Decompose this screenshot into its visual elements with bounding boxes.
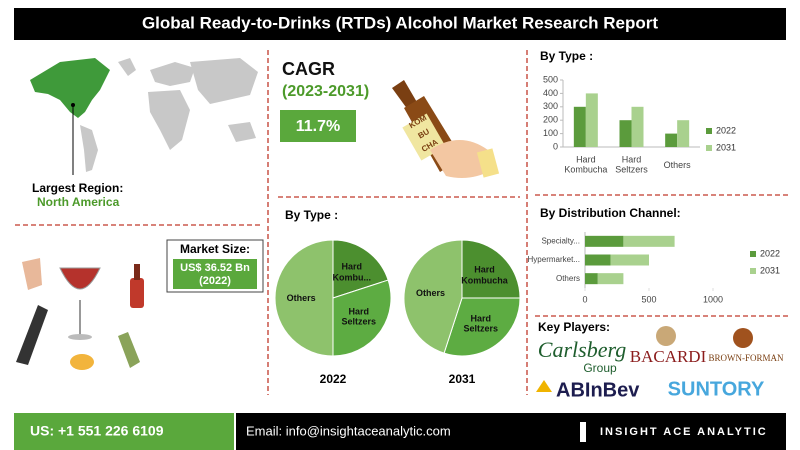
x-tick-label: Hard Kombucha bbox=[564, 154, 608, 175]
legend-swatch bbox=[750, 251, 756, 257]
header-bar bbox=[14, 8, 786, 40]
slice-label: Hard Kombucha bbox=[461, 265, 508, 286]
logo-text: BACARDI bbox=[630, 347, 707, 366]
logo-icon bbox=[536, 380, 552, 392]
y-tick-label: 100 bbox=[543, 128, 558, 138]
legend-swatch bbox=[750, 268, 756, 274]
bar bbox=[573, 106, 586, 147]
header-title: Global Ready-to-Drinks (RTDs) Alcohol Ma… bbox=[142, 13, 658, 32]
y-tick-label: 200 bbox=[543, 115, 558, 125]
bar bbox=[585, 235, 624, 247]
slice-label: Hard Seltzers bbox=[341, 306, 377, 327]
footer-brand: INSIGHT ACE ANALYTIC bbox=[600, 426, 768, 438]
bottle-illustration bbox=[392, 80, 500, 178]
footer-brand-box bbox=[566, 413, 786, 450]
pie-label: 2031 bbox=[449, 372, 476, 386]
slice-label: Hard Kombu... bbox=[332, 261, 372, 283]
bar bbox=[585, 93, 598, 147]
legend-label: 2031 bbox=[716, 142, 736, 152]
bar bbox=[597, 273, 624, 285]
brand-icon bbox=[580, 422, 586, 442]
bar bbox=[665, 133, 678, 147]
logo-icon bbox=[733, 328, 753, 348]
dividers bbox=[15, 50, 790, 395]
y-tick-label: Hypermarket... bbox=[528, 255, 580, 264]
x-tick-label: 500 bbox=[641, 294, 656, 304]
region-value: North America bbox=[37, 195, 120, 209]
logo-text: ABInBev bbox=[556, 379, 640, 401]
y-tick-label: Others bbox=[556, 274, 580, 283]
bar bbox=[610, 254, 649, 266]
market-size-value-box bbox=[173, 259, 257, 289]
world-map bbox=[30, 58, 258, 175]
bar bbox=[631, 106, 644, 147]
pie-slice bbox=[443, 297, 521, 357]
market-size-year: (2022) bbox=[199, 275, 231, 287]
x-tick-label: Hard Seltzers bbox=[615, 154, 648, 175]
y-tick-label: 500 bbox=[543, 74, 558, 84]
cagr-period: (2023-2031) bbox=[282, 83, 369, 100]
pie-slice bbox=[332, 239, 389, 299]
pie-slice bbox=[461, 239, 521, 299]
y-tick-label: 300 bbox=[543, 101, 558, 111]
cagr-label: CAGR bbox=[282, 59, 335, 79]
legend-swatch bbox=[706, 128, 712, 134]
legend-label: 2022 bbox=[760, 248, 780, 258]
pie-slice bbox=[274, 239, 334, 357]
slice-label: Others bbox=[415, 287, 445, 298]
pie-section-title: By Type : bbox=[285, 208, 338, 222]
region-label: Largest Region: bbox=[32, 181, 123, 195]
legend-swatch bbox=[706, 145, 712, 151]
bar bbox=[585, 273, 598, 285]
chart-title: By Type : bbox=[540, 49, 593, 63]
bar bbox=[585, 254, 611, 266]
x-tick-label: 0 bbox=[582, 294, 587, 304]
legend-label: 2031 bbox=[760, 265, 780, 275]
slice-label: Hard Seltzers bbox=[463, 313, 499, 334]
y-tick-label: Specialty... bbox=[541, 236, 580, 245]
slice-label: Others bbox=[286, 292, 316, 303]
footer-phone: US: +1 551 226 6109 bbox=[30, 423, 164, 439]
market-size-value: US$ 36.52 Bn bbox=[180, 262, 250, 274]
x-tick-label: Others bbox=[663, 159, 691, 170]
logo-text: BROWN-FORMAN bbox=[708, 353, 784, 363]
footer-email-box bbox=[236, 413, 566, 450]
logo-icon bbox=[656, 326, 676, 346]
logo-text: SUNTORY bbox=[668, 378, 765, 400]
bar bbox=[677, 120, 690, 147]
y-tick-label: 0 bbox=[553, 141, 558, 151]
y-tick-label: 400 bbox=[543, 88, 558, 98]
chart-title: By Distribution Channel: bbox=[540, 206, 681, 220]
legend-label: 2022 bbox=[716, 125, 736, 135]
cagr-value-box bbox=[280, 110, 356, 142]
key-players-title: Key Players: bbox=[538, 320, 610, 334]
market-size-label: Market Size: bbox=[180, 242, 250, 256]
pie-slice bbox=[332, 279, 392, 357]
bar bbox=[619, 120, 632, 147]
logo-text: Carlsberg bbox=[538, 337, 626, 362]
bar bbox=[623, 235, 675, 247]
cagr-value: 11.7% bbox=[296, 118, 340, 135]
drinks-illustration bbox=[16, 258, 144, 370]
pie-slice bbox=[403, 239, 463, 354]
x-tick-label: 1000 bbox=[703, 294, 723, 304]
logo-text: Group bbox=[583, 361, 617, 375]
footer-phone-box bbox=[14, 413, 234, 450]
pie-label: 2022 bbox=[320, 372, 347, 386]
footer-email: Email: info@insightaceanalytic.com bbox=[246, 423, 451, 438]
